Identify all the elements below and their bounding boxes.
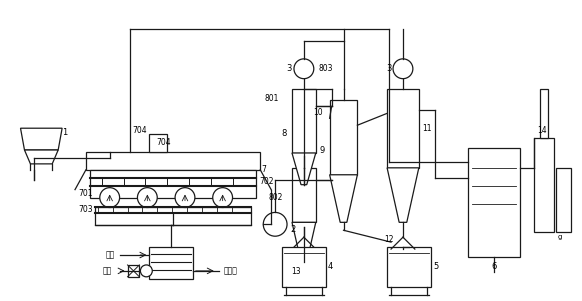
Polygon shape: [24, 150, 58, 164]
Bar: [95, 207, 251, 225]
Text: 702: 702: [260, 177, 274, 186]
Text: 蒸汽: 蒸汽: [105, 250, 115, 259]
Text: 7: 7: [262, 165, 267, 174]
Text: 802: 802: [269, 193, 283, 202]
Circle shape: [175, 188, 195, 207]
Circle shape: [263, 213, 287, 236]
Text: 803: 803: [319, 64, 333, 73]
Bar: [292, 88, 316, 153]
Bar: [90, 170, 256, 197]
Polygon shape: [292, 222, 316, 262]
Bar: [556, 168, 572, 232]
Text: 701: 701: [78, 189, 93, 198]
Polygon shape: [387, 168, 419, 222]
Text: 11: 11: [422, 124, 431, 133]
Text: 9: 9: [319, 145, 324, 154]
Text: 13: 13: [291, 267, 301, 276]
Bar: [534, 138, 553, 232]
Bar: [282, 247, 326, 287]
Bar: [86, 152, 260, 170]
Polygon shape: [20, 128, 62, 150]
Text: 5: 5: [433, 262, 438, 272]
Circle shape: [393, 59, 413, 79]
Text: 空气: 空气: [102, 266, 112, 275]
Circle shape: [137, 188, 157, 207]
Circle shape: [213, 188, 233, 207]
Text: 10: 10: [313, 108, 322, 117]
Text: 2: 2: [290, 225, 296, 234]
Bar: [292, 168, 316, 222]
Text: 14: 14: [537, 126, 546, 135]
Polygon shape: [329, 175, 357, 222]
Bar: [150, 134, 167, 152]
Text: 3: 3: [286, 64, 292, 73]
Bar: [329, 101, 357, 175]
Bar: [127, 265, 140, 277]
Bar: [150, 247, 193, 279]
Bar: [387, 88, 419, 168]
Text: 704: 704: [156, 138, 171, 147]
Circle shape: [100, 188, 119, 207]
Bar: [540, 88, 548, 138]
Text: 6: 6: [491, 262, 497, 272]
Circle shape: [140, 265, 152, 277]
Text: 冷凝水: 冷凝水: [223, 266, 237, 275]
Text: 8: 8: [281, 129, 287, 138]
Bar: [387, 247, 431, 287]
Text: 801: 801: [265, 94, 279, 103]
Text: 3: 3: [386, 64, 392, 73]
Text: 704: 704: [132, 126, 147, 135]
Circle shape: [294, 59, 314, 79]
Text: 1: 1: [62, 128, 68, 137]
Text: 4: 4: [328, 262, 333, 272]
Polygon shape: [292, 153, 316, 185]
Text: 12: 12: [384, 235, 394, 244]
Text: g: g: [558, 234, 562, 240]
Text: 703: 703: [78, 205, 93, 214]
Bar: [469, 148, 520, 257]
